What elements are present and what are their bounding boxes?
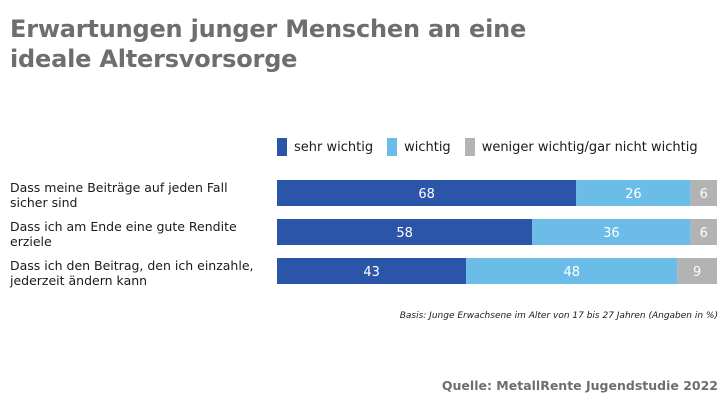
- basis-note: Basis: Junge Erwachsene im Alter von 17 …: [399, 311, 718, 321]
- bar-segment-row2-series3: [690, 219, 717, 245]
- category-label-line: jederzeit ändern kann: [10, 273, 148, 288]
- bar-value-label-row2-series2: 36: [603, 226, 620, 241]
- category-label-line: Dass meine Beiträge auf jeden Fall: [10, 180, 228, 195]
- legend-swatch: [464, 138, 475, 156]
- chart-title-line-2: ideale Altersvorsorge: [10, 45, 298, 73]
- bar-segment-row3-series2: [466, 258, 678, 284]
- category-label-line: Dass ich den Beitrag, den ich einzahle,: [10, 258, 254, 273]
- legend-label: wichtig: [404, 139, 451, 155]
- bar-value-label-row1-series3: 6: [700, 187, 708, 202]
- chart-title: Erwartungen junger Menschen an eine idea…: [10, 14, 526, 74]
- legend-swatch: [277, 138, 287, 156]
- bar-value-label-row3-series2: 48: [564, 265, 581, 280]
- chart-title-line-1: Erwartungen junger Menschen an eine: [10, 15, 527, 43]
- category-label-line: Dass ich am Ende eine gute Rendite: [10, 219, 237, 234]
- bar-value-label-row2-series1: 58: [396, 226, 413, 241]
- bar-segment-row3-series3: [677, 258, 717, 284]
- legend-item-weniger-wichtig: weniger wichtig/gar nicht wichtig: [464, 138, 698, 156]
- bar-value-label-row2-series3: 6: [700, 226, 708, 241]
- source-note: Quelle: MetallRente Jugendstudie 2022: [441, 378, 718, 393]
- legend-item-wichtig: wichtig: [387, 138, 451, 156]
- legend-label: sehr wichtig: [294, 139, 374, 155]
- legend: sehr wichtig wichtig weniger wichtig/gar…: [277, 138, 698, 156]
- category-label-1: Dass meine Beiträge auf jeden Fall siche…: [10, 180, 272, 210]
- bar-value-label-row3-series1: 43: [363, 265, 380, 280]
- bar-segment-row1-series2: [576, 180, 691, 206]
- bar-value-label-row1-series1: 68: [418, 187, 435, 202]
- legend-swatch: [387, 138, 398, 156]
- bar-segment-row1-series1: [277, 180, 577, 206]
- bar-segment-row2-series2: [532, 219, 691, 245]
- category-label-line: erziele: [10, 234, 52, 249]
- category-label-line: sicher sind: [10, 195, 78, 210]
- legend-item-sehr-wichtig: sehr wichtig: [277, 138, 373, 156]
- bar-value-label-row1-series2: 26: [625, 187, 642, 202]
- category-label-3: Dass ich den Beitrag, den ich einzahle, …: [10, 258, 272, 288]
- bar-segment-row2-series1: [277, 219, 533, 245]
- category-label-2: Dass ich am Ende eine gute Rendite erzie…: [10, 219, 272, 249]
- bar-segment-row3-series1: [277, 258, 467, 284]
- bar-value-label-row3-series3: 9: [693, 265, 701, 280]
- legend-label: weniger wichtig/gar nicht wichtig: [481, 139, 698, 155]
- bar-segment-row1-series3: [690, 180, 717, 206]
